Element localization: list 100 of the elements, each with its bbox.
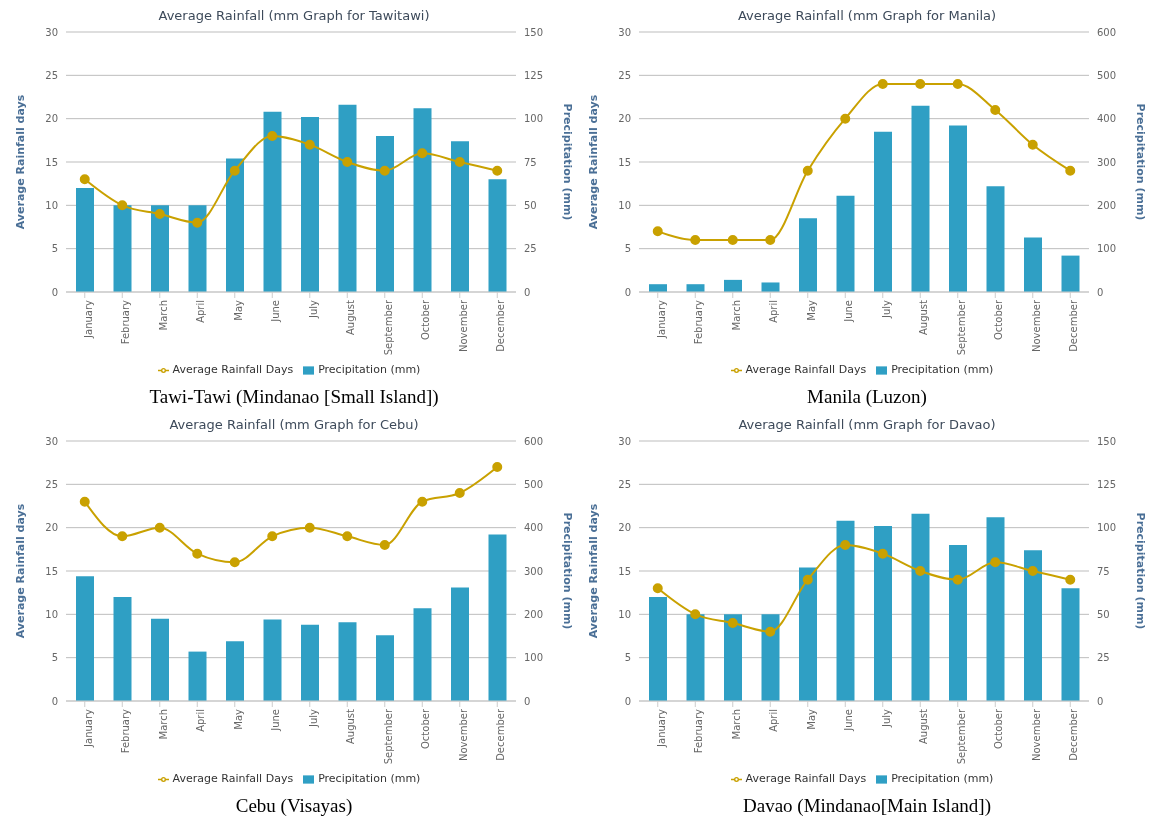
y-tick-label: 20 <box>618 522 631 534</box>
y2-tick-label: 400 <box>1097 113 1117 125</box>
point <box>192 548 203 559</box>
x-tick-label: October <box>420 708 432 750</box>
chart-title: Average Rainfall (mm Graph for Tawitawi) <box>157 8 431 25</box>
point <box>915 79 926 89</box>
point <box>492 165 503 176</box>
bar <box>1024 237 1042 292</box>
x-tick-label: July <box>880 708 892 728</box>
x-tick-label: April <box>195 300 207 323</box>
legend-label: Average Rainfall Days <box>172 772 294 785</box>
bar <box>113 205 132 292</box>
x-tick-label: July <box>880 299 892 319</box>
y-axis-title: Average Rainfall days <box>13 94 27 230</box>
x-tick-label: February <box>693 708 705 754</box>
text: Davao (Mindanao[Main Island]) <box>742 795 992 817</box>
y-tick-label: 10 <box>45 608 58 620</box>
bar <box>836 195 855 292</box>
point <box>727 235 738 245</box>
bar <box>986 517 1005 701</box>
y-tick-label: 20 <box>618 113 631 125</box>
point <box>417 496 428 507</box>
point <box>454 488 465 498</box>
y-tick-label: 0 <box>51 286 58 298</box>
y2-tick-label: 500 <box>524 478 544 490</box>
x-tick-label: April <box>195 709 207 732</box>
bar <box>761 282 780 292</box>
x-tick-label: June <box>843 300 855 323</box>
point <box>229 165 240 176</box>
x-tick-label: May <box>805 708 817 730</box>
bar <box>1061 588 1080 701</box>
text: Tawi-Tawi (Mindanao [Small Island]) <box>148 386 440 408</box>
y-axis-title: Average Rainfall days <box>13 503 27 639</box>
chart-title: Average Rainfall (mm Graph for Cebu) <box>168 417 420 434</box>
y2-tick-label: 50 <box>524 199 537 211</box>
x-tick-label: February <box>120 708 132 754</box>
bar <box>986 186 1005 292</box>
bar <box>911 513 930 701</box>
y2-tick-label: 200 <box>1097 199 1117 211</box>
y-tick-label: 0 <box>624 286 631 298</box>
y-tick-label: 15 <box>45 156 58 168</box>
bar <box>338 104 357 292</box>
y2-tick-label: 300 <box>524 565 544 577</box>
point <box>417 148 428 159</box>
point <box>652 583 663 594</box>
bar <box>76 188 94 292</box>
legend-label: Precipitation (mm) <box>318 363 421 376</box>
x-tick-label: April <box>768 300 780 323</box>
x-tick-label: March <box>730 709 742 740</box>
y2-tick-label: 25 <box>1097 652 1110 664</box>
x-tick-label: December <box>495 708 507 761</box>
x-tick-label: June <box>270 300 282 323</box>
bar <box>761 614 780 701</box>
x-tick-label: October <box>420 299 432 341</box>
x-tick-label: March <box>157 300 169 331</box>
y-tick-label: 10 <box>45 199 58 211</box>
y-axis-title: Average Rainfall days <box>586 94 600 230</box>
y2-tick-label: 75 <box>524 156 537 168</box>
bar <box>263 619 282 701</box>
bar <box>1024 550 1042 701</box>
bar <box>226 158 244 292</box>
x-tick-label: October <box>993 708 1005 750</box>
y2-tick-label: 100 <box>524 652 544 664</box>
bar <box>1061 255 1080 292</box>
point <box>267 531 278 542</box>
y-tick-label: 15 <box>45 565 58 577</box>
bar <box>836 520 855 701</box>
x-tick-label: July <box>307 708 319 728</box>
point <box>492 462 503 472</box>
y-tick-label: 25 <box>618 478 631 490</box>
legend-label: Precipitation (mm) <box>891 772 994 785</box>
point <box>652 226 663 237</box>
bar <box>649 284 667 292</box>
y2-tick-label: 100 <box>1097 243 1117 255</box>
bar <box>724 614 742 701</box>
legend-label: Average Rainfall Days <box>745 772 867 785</box>
x-tick-label: May <box>232 299 244 321</box>
x-tick-label: January <box>82 708 94 748</box>
y2-tick-label: 50 <box>1097 608 1110 620</box>
y-tick-label: 15 <box>618 565 631 577</box>
y2-tick-label: 100 <box>1097 522 1117 534</box>
y2-tick-label: 400 <box>524 522 544 534</box>
x-tick-label: November <box>1030 708 1042 762</box>
bar <box>413 108 432 292</box>
point <box>454 157 465 167</box>
point <box>342 531 353 542</box>
y2-tick-label: 600 <box>524 435 544 447</box>
legend-label: Average Rainfall Days <box>172 363 294 376</box>
point <box>765 235 776 245</box>
x-tick-label: February <box>693 299 705 345</box>
bar <box>76 576 94 701</box>
y2-tick-label: 0 <box>1097 695 1104 707</box>
x-tick-label: June <box>270 709 282 732</box>
y2-axis-title: Precipitation (mm) <box>561 512 575 630</box>
y2-tick-label: 200 <box>524 608 544 620</box>
point <box>877 79 888 89</box>
x-tick-label: May <box>232 708 244 730</box>
y-tick-label: 0 <box>624 695 631 707</box>
point <box>267 131 278 141</box>
y-tick-label: 5 <box>51 652 58 664</box>
